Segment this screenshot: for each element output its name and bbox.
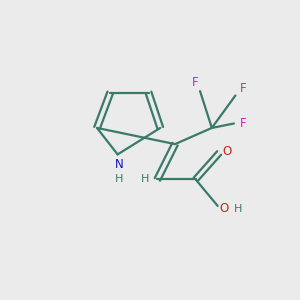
Text: H: H (234, 204, 242, 214)
Text: H: H (115, 174, 123, 184)
Text: F: F (240, 82, 247, 95)
Text: F: F (191, 76, 198, 89)
Text: O: O (223, 145, 232, 158)
Text: N: N (115, 158, 124, 171)
Text: F: F (240, 117, 247, 130)
Text: H: H (141, 174, 149, 184)
Text: O: O (220, 202, 229, 215)
